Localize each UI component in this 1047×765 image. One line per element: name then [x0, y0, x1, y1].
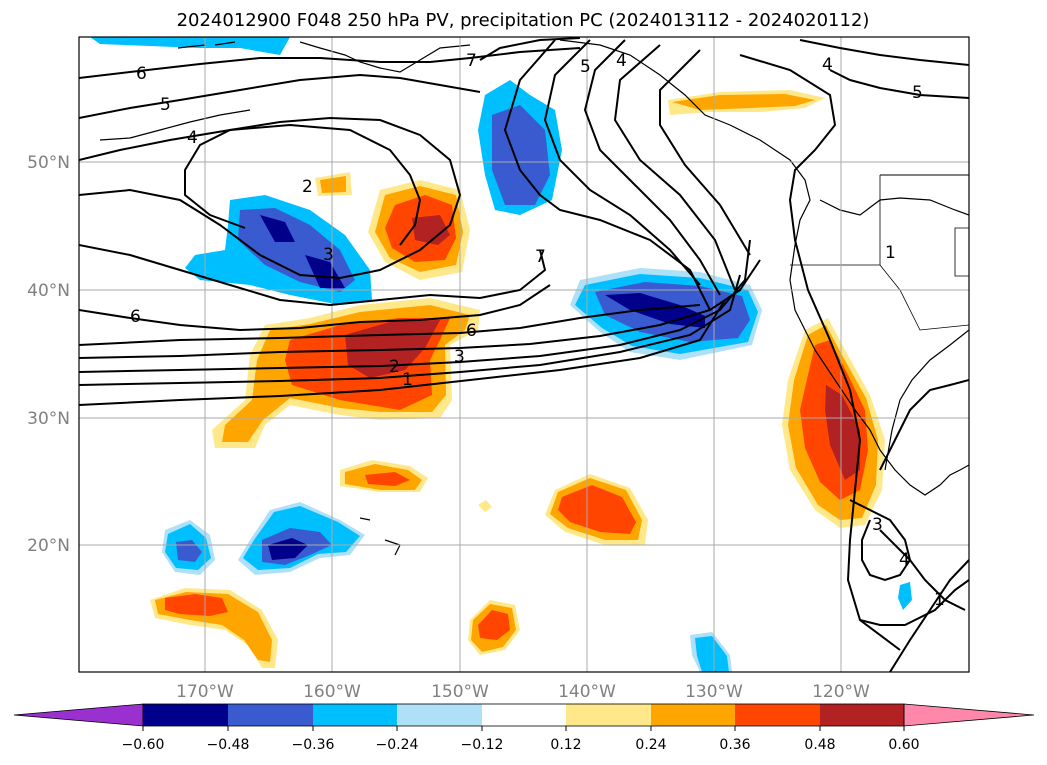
precip-region	[320, 176, 346, 193]
precip-region	[165, 594, 228, 616]
precip-region	[492, 105, 550, 205]
lat-label: 30°N	[27, 409, 70, 429]
map-frame	[78, 36, 970, 673]
colorbar-segment	[482, 704, 566, 726]
colorbar-tick-label: 0.24	[635, 737, 666, 753]
contour-label: 3	[454, 347, 465, 367]
colorbar-segment	[566, 704, 651, 726]
lat-label: 20°N	[27, 536, 70, 556]
colorbar-segment	[820, 704, 904, 726]
colorbar-tick-label: 0.60	[888, 737, 919, 753]
contour-label: 1	[934, 590, 945, 610]
precip-region	[268, 538, 308, 560]
contour-label: 2	[302, 177, 313, 197]
colorbar-segment	[651, 704, 735, 726]
colorbar-tick-label: 0.48	[804, 737, 835, 753]
pv-contours	[79, 37, 969, 672]
map-panel: 6 5 4 7 5 4 4 5 2 3 7 6 6 3 2 1 1 3 4 1	[78, 36, 970, 673]
coastlines	[99, 39, 969, 556]
lon-label: 170°W	[176, 682, 234, 702]
precip-shading	[90, 37, 912, 672]
colorbar: −0.60 −0.48 −0.36 −0.24 −0.12 0.12 0.24 …	[13, 703, 1035, 753]
precip-region	[672, 94, 815, 110]
contour-label: 5	[912, 83, 923, 103]
contour-label: 5	[160, 95, 171, 115]
contour-label: 7	[535, 247, 546, 267]
colorbar-tick-label: 0.36	[719, 737, 750, 753]
colorbar-segment	[143, 704, 228, 726]
colorbar-segment	[735, 704, 820, 726]
lat-labels: 50°N 40°N 30°N 20°N	[27, 153, 70, 556]
contour-label: 4	[822, 55, 833, 75]
precip-region	[558, 485, 636, 534]
precip-region	[478, 610, 510, 640]
contour-label: 6	[466, 321, 477, 341]
contour-label: 4	[899, 550, 910, 570]
precip-region	[478, 500, 492, 512]
contour-label: 1	[402, 370, 413, 390]
colorbar-segment	[228, 704, 313, 726]
lon-labels: 170°W 160°W 150°W 140°W 130°W 120°W	[176, 682, 870, 702]
colorbar-frame	[142, 703, 905, 727]
contour-label: 4	[187, 128, 198, 148]
colorbar-tick-label: −0.60	[122, 737, 165, 753]
contour-label: 6	[136, 64, 147, 84]
colorbar-tick-label: −0.12	[461, 737, 504, 753]
colorbar-over-arrow	[903, 703, 1035, 727]
precip-region	[412, 215, 450, 245]
contour-label: 2	[389, 357, 400, 377]
colorbar-tick-label: 0.12	[550, 737, 581, 753]
lon-label: 130°W	[685, 682, 743, 702]
colorbar-tick-label: −0.48	[207, 737, 250, 753]
lon-label: 150°W	[431, 682, 489, 702]
contour-label: 6	[130, 307, 141, 327]
contour-label: 3	[872, 515, 883, 535]
pv-contour-labels: 6 5 4 7 5 4 4 5 2 3 7 6 6 3 2 1 1 3 4 1	[130, 51, 945, 610]
colorbar-under-arrow	[13, 703, 144, 727]
contour-label: 7	[466, 51, 477, 71]
contour-label: 4	[616, 51, 627, 71]
colorbar-segment	[313, 704, 397, 726]
precip-region	[898, 582, 912, 610]
lon-label: 140°W	[558, 682, 616, 702]
precip-region	[695, 636, 729, 672]
colorbar-tick-label: −0.24	[376, 737, 419, 753]
precip-region	[90, 37, 290, 55]
lon-label: 120°W	[812, 682, 870, 702]
lat-label: 40°N	[27, 281, 70, 301]
contour-label: 1	[885, 243, 896, 263]
colorbar-ticks	[142, 726, 905, 731]
precip-region	[260, 215, 345, 288]
contour-label: 3	[323, 245, 334, 265]
precip-region	[365, 472, 410, 486]
contour-label: 5	[580, 57, 591, 77]
figure-title: 2024012900 F048 250 hPa PV, precipitatio…	[177, 10, 870, 31]
precip-region	[825, 385, 860, 480]
colorbar-tick-label: −0.36	[292, 737, 335, 753]
lon-label: 160°W	[303, 682, 361, 702]
lat-label: 50°N	[27, 153, 70, 173]
colorbar-segment	[397, 704, 482, 726]
